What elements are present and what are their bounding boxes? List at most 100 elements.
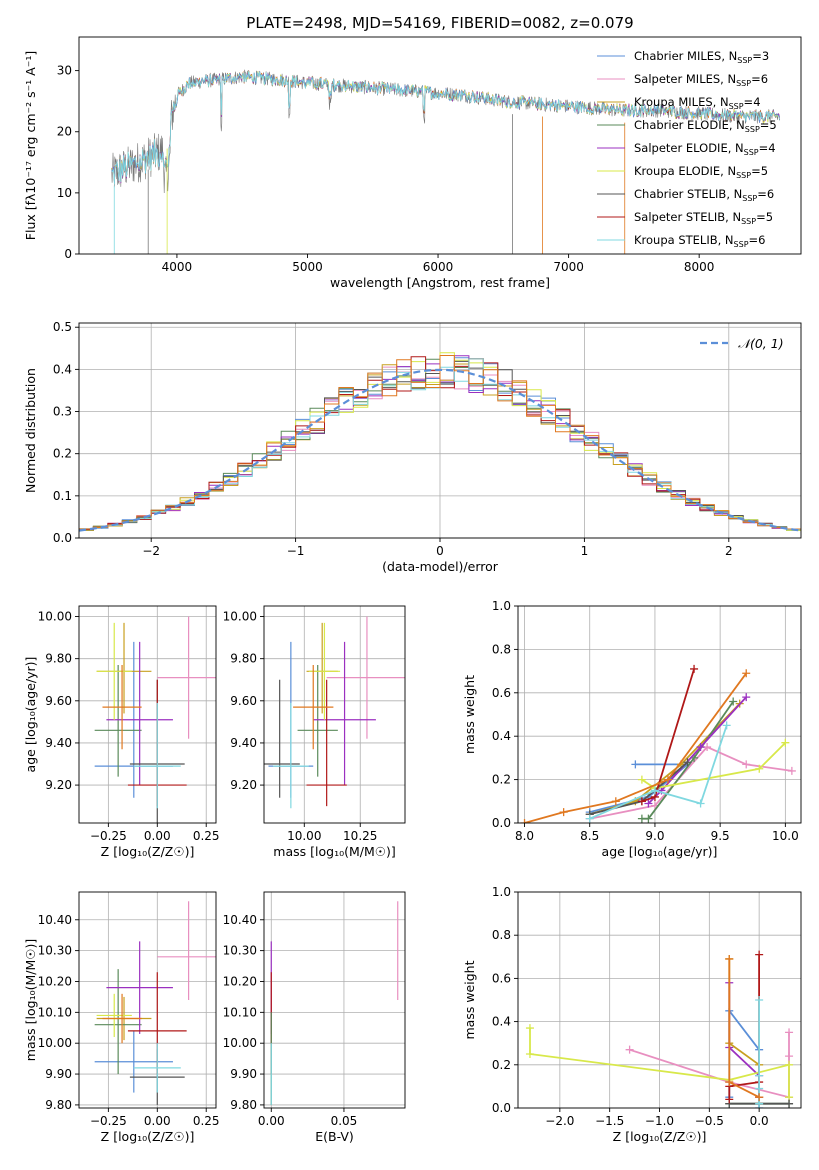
x-tick-label: 6000 bbox=[423, 260, 454, 274]
legend-nssp-prefix: , N bbox=[729, 118, 745, 132]
weight-marker bbox=[725, 954, 734, 963]
weight-line bbox=[728, 982, 760, 1098]
x-tick-label: −2 bbox=[142, 544, 160, 558]
y-tick-label: 0.4 bbox=[53, 362, 72, 376]
weight-marker bbox=[785, 1060, 794, 1069]
weight-marker bbox=[742, 760, 751, 769]
weight-marker bbox=[785, 1052, 794, 1061]
weight-marker bbox=[525, 1050, 534, 1058]
x-axis-label: E(B-V) bbox=[315, 1129, 354, 1144]
weight-marker bbox=[722, 721, 731, 730]
legend-nssp-eq: = bbox=[751, 164, 761, 178]
plot-area bbox=[264, 616, 405, 809]
y-tick-label: 9.80 bbox=[45, 1098, 72, 1112]
legend-nssp-sub: SSP bbox=[744, 148, 759, 157]
legend-nssp-eq: = bbox=[744, 95, 754, 109]
weight-marker bbox=[785, 1028, 794, 1037]
legend-nssp-prefix: , N bbox=[721, 49, 737, 63]
weight-marker bbox=[755, 1084, 764, 1093]
legend-nssp-eq: = bbox=[759, 141, 769, 155]
weight-marker bbox=[637, 775, 646, 784]
legend-nssp-sub: SSP bbox=[736, 171, 751, 180]
plot-area bbox=[270, 901, 399, 1105]
x-tick-label: 2 bbox=[725, 544, 733, 558]
chart-age_vs_Z: −0.25 0.00 0.25 9.20 9.40 9.60 9.80 10.00 Z [log… bbox=[23, 605, 220, 859]
axes-frame bbox=[263, 891, 406, 1109]
weight-marker bbox=[520, 819, 529, 823]
y-tick-label: 0.4 bbox=[492, 729, 511, 743]
y-tick-label: 9.80 bbox=[230, 652, 257, 666]
axes-frame bbox=[78, 36, 802, 255]
x-tick-label: 0.25 bbox=[193, 1114, 220, 1128]
y-tick-label: 30 bbox=[57, 64, 72, 78]
legend-nssp-value: 4 bbox=[768, 141, 775, 155]
weight-marker bbox=[725, 1095, 734, 1104]
chart-weight_vs_Z: −2.0 −1.5 −1.0 −0.5 0.0 0.0 0.2 0.4 0.6 0.8 1.0 Z [… bbox=[462, 885, 802, 1144]
legend-nssp-sub: SSP bbox=[745, 125, 760, 134]
weight-marker bbox=[785, 1099, 794, 1108]
y-tick-label: 9.40 bbox=[230, 736, 257, 750]
errorbar-point bbox=[313, 641, 376, 786]
legend-series-name: Salpeter STELIB bbox=[634, 210, 725, 224]
errorbar-point bbox=[326, 616, 405, 739]
y-tick-label: 0.5 bbox=[53, 320, 72, 334]
errorbar-point bbox=[157, 616, 216, 739]
weight-marker bbox=[755, 1071, 764, 1080]
y-tick-label: 10.00 bbox=[38, 610, 72, 624]
x-axis-label: Z [log₁₀(Z/Z☉)] bbox=[613, 1129, 707, 1144]
legend-label: Kroupa ELODIE, NSSP=5 bbox=[634, 164, 768, 180]
y-axis-label: age [log₁₀(age/yr)] bbox=[23, 657, 38, 773]
y-tick-label: 9.20 bbox=[45, 778, 72, 792]
weight-series bbox=[725, 954, 764, 1102]
x-axis-label: Z [log₁₀(Z/Z☉)] bbox=[101, 844, 195, 859]
legend-label: Chabrier MILES, NSSP=3 bbox=[634, 49, 769, 65]
legend-nssp-prefix: , N bbox=[726, 187, 742, 201]
errorbar-point bbox=[297, 664, 338, 777]
weight-line bbox=[589, 725, 728, 820]
y-tick-label: 0.6 bbox=[492, 971, 511, 985]
y-tick-label: 0.2 bbox=[492, 773, 511, 787]
axes-frame bbox=[78, 605, 217, 824]
x-tick-label: 0.00 bbox=[144, 1114, 171, 1128]
y-tick-label: 1.0 bbox=[492, 599, 511, 613]
y-tick-label: 9.60 bbox=[45, 694, 72, 708]
y-tick-label: 20 bbox=[57, 125, 72, 139]
errorbar-point bbox=[94, 664, 142, 777]
legend-nssp-prefix: , N bbox=[728, 141, 744, 155]
weight-line bbox=[641, 742, 787, 790]
errorbar-point bbox=[133, 702, 181, 809]
x-axis-label: wavelength [Angstrom, rest frame] bbox=[330, 275, 550, 290]
x-axis-label: mass [log₁₀(M/M☉)] bbox=[273, 844, 395, 859]
legend-series-name: Chabrier STELIB bbox=[634, 187, 726, 201]
weight-marker bbox=[525, 1024, 534, 1033]
legend-nssp-value: 5 bbox=[761, 164, 768, 178]
y-tick-label: 0.2 bbox=[492, 1058, 511, 1072]
y-tick-label: 0.0 bbox=[492, 1101, 511, 1115]
legend-nssp-prefix: , N bbox=[713, 95, 729, 109]
x-tick-label: −0.5 bbox=[695, 1114, 724, 1128]
histogram-series bbox=[79, 355, 801, 533]
x-tick-label: 9.5 bbox=[711, 829, 730, 843]
legend-nssp-sub: SSP bbox=[741, 217, 756, 226]
legend-series-name: Kroupa STELIB bbox=[634, 233, 718, 247]
y-tick-label: 9.40 bbox=[45, 736, 72, 750]
y-tick-label: 10.10 bbox=[38, 1005, 72, 1019]
x-tick-label: 0.25 bbox=[193, 829, 220, 843]
plot-area bbox=[94, 901, 216, 1105]
axes-frame bbox=[517, 605, 802, 824]
y-tick-label: 9.80 bbox=[230, 1098, 257, 1112]
y-tick-label: 10.30 bbox=[223, 944, 257, 958]
chart-spectrum: 4000 5000 6000 7000 8000 0 10 20 30 wavelength [A… bbox=[23, 36, 802, 290]
y-tick-label: 9.60 bbox=[230, 694, 257, 708]
weight-marker bbox=[690, 664, 699, 673]
x-tick-label: 4000 bbox=[162, 260, 193, 274]
x-tick-label: 9.0 bbox=[645, 829, 664, 843]
weight-marker bbox=[625, 1045, 634, 1054]
x-tick-label: −1.0 bbox=[645, 1114, 674, 1128]
weight-marker bbox=[663, 775, 672, 784]
y-tick-label: 10 bbox=[57, 186, 72, 200]
y-tick-label: 10.20 bbox=[223, 974, 257, 988]
weight-series bbox=[637, 664, 699, 806]
weight-marker bbox=[755, 950, 764, 959]
